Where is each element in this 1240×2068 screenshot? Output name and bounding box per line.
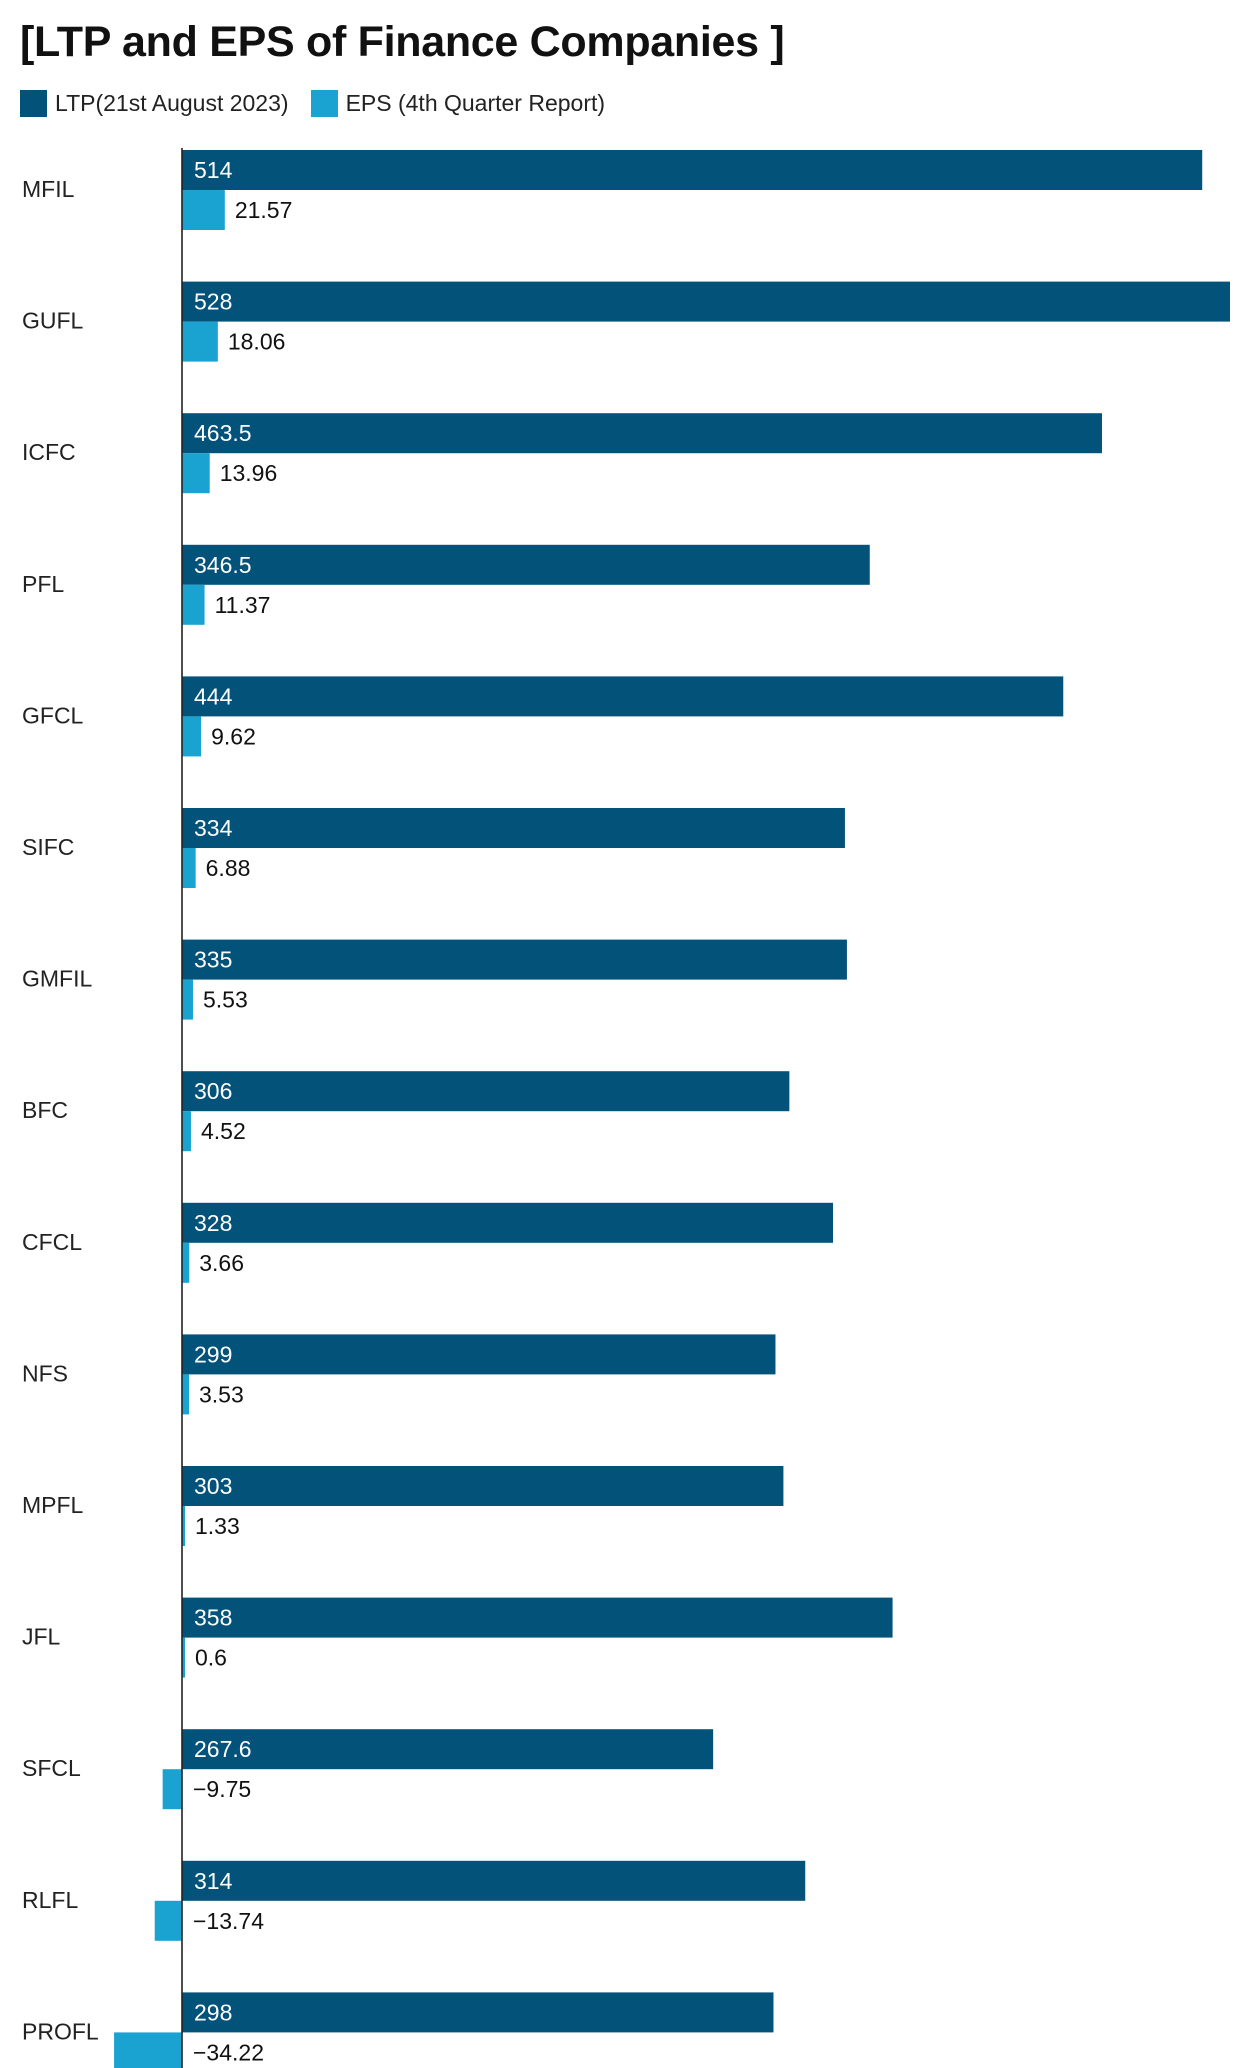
ltp-bar-gfcl <box>182 676 1064 717</box>
eps-value-label-sfcl: −9.75 <box>193 1776 251 1802</box>
ltp-value-label-pfl: 346.5 <box>194 552 252 578</box>
ltp-value-label-cfcl: 328 <box>194 1210 232 1236</box>
ltp-bar-bfc <box>182 1071 790 1112</box>
ltp-value-label-bfc: 306 <box>194 1078 232 1104</box>
eps-bar-gmfil <box>182 979 193 1020</box>
ltp-bar-profl <box>182 1992 774 2033</box>
ltp-bar-icfc <box>182 413 1102 454</box>
category-label-pfl: PFL <box>22 571 64 597</box>
eps-bar-mpfl <box>182 1506 185 1546</box>
ltp-value-label-profl: 298 <box>194 1999 232 2025</box>
eps-value-label-sifc: 6.88 <box>206 855 251 881</box>
category-label-gfcl: GFCL <box>22 702 84 728</box>
ltp-bar-gmfil <box>182 939 847 980</box>
eps-bar-gufl <box>182 321 218 362</box>
eps-value-label-mfil: 21.57 <box>235 197 293 223</box>
ltp-bar-sfcl <box>182 1729 714 1770</box>
eps-bar-sfcl <box>162 1769 182 1810</box>
eps-bar-sifc <box>182 848 196 888</box>
eps-value-label-nfs: 3.53 <box>199 1381 244 1407</box>
eps-bar-icfc <box>182 453 210 494</box>
ltp-bar-nfs <box>182 1334 776 1375</box>
category-label-profl: PROFL <box>22 2018 99 2044</box>
category-label-rlfl: RLFL <box>22 1887 78 1913</box>
category-label-mpfl: MPFL <box>22 1492 84 1518</box>
eps-value-label-icfc: 13.96 <box>220 460 278 486</box>
ltp-value-label-mfil: 514 <box>194 157 233 183</box>
category-label-nfs: NFS <box>22 1360 68 1386</box>
eps-bar-nfs <box>182 1374 190 1415</box>
ltp-value-label-sifc: 334 <box>194 815 233 841</box>
eps-value-label-pfl: 11.37 <box>215 592 271 618</box>
eps-bar-gfcl <box>182 716 202 757</box>
legend-swatch-eps <box>310 90 338 117</box>
ltp-bar-jfl <box>182 1597 893 1638</box>
ltp-value-label-sfcl: 267.6 <box>194 1736 252 1762</box>
ltp-value-label-nfs: 299 <box>194 1341 232 1367</box>
eps-bar-rlfl <box>154 1900 182 1941</box>
eps-value-label-gfcl: 9.62 <box>211 723 256 749</box>
eps-bar-pfl <box>182 584 205 625</box>
eps-bar-cfcl <box>182 1242 190 1283</box>
ltp-value-label-gufl: 528 <box>194 289 232 315</box>
eps-value-label-gmfil: 5.53 <box>203 987 248 1013</box>
eps-bar-profl <box>114 2032 182 2068</box>
category-label-gmfil: GMFIL <box>22 966 92 992</box>
eps-value-label-gufl: 18.06 <box>228 329 286 355</box>
eps-value-label-jfl: 0.6 <box>195 1645 227 1671</box>
ltp-bar-pfl <box>182 544 870 585</box>
ltp-value-label-rlfl: 314 <box>194 1868 233 1894</box>
category-label-sfcl: SFCL <box>22 1755 81 1781</box>
category-label-bfc: BFC <box>22 1097 68 1123</box>
ltp-bar-gufl <box>182 281 1230 322</box>
category-label-icfc: ICFC <box>22 439 76 465</box>
ltp-value-label-gmfil: 335 <box>194 947 232 973</box>
ltp-value-label-gfcl: 444 <box>194 683 233 709</box>
ltp-bar-rlfl <box>182 1860 806 1901</box>
category-label-jfl: JFL <box>22 1624 61 1650</box>
category-label-mfil: MFIL <box>22 176 75 202</box>
eps-bar-jfl <box>182 1637 185 1678</box>
ltp-bar-mpfl <box>182 1466 784 1506</box>
eps-value-label-bfc: 4.52 <box>201 1118 246 1144</box>
eps-value-label-profl: −34.22 <box>193 2039 264 2065</box>
eps-value-label-cfcl: 3.66 <box>199 1250 244 1276</box>
eps-bar-bfc <box>182 1111 191 1152</box>
eps-bar-mfil <box>182 190 225 230</box>
legend-swatch-ltp <box>20 90 47 117</box>
ltp-bar-mfil <box>182 150 1203 190</box>
ltp-value-label-mpfl: 303 <box>194 1473 232 1499</box>
category-label-gufl: GUFL <box>22 308 84 334</box>
eps-value-label-rlfl: −13.74 <box>193 1908 264 1934</box>
ltp-bar-sifc <box>182 808 845 848</box>
category-label-sifc: SIFC <box>22 834 74 860</box>
legend-item-eps: EPS (4th Quarter Report) <box>310 90 606 117</box>
eps-value-label-mpfl: 1.33 <box>195 1513 240 1539</box>
ltp-value-label-icfc: 463.5 <box>194 420 252 446</box>
legend-label-eps: EPS (4th Quarter Report) <box>345 90 606 116</box>
ltp-bar-cfcl <box>182 1202 834 1243</box>
legend-item-ltp: LTP(21st August 2023) <box>20 90 289 117</box>
chart-legend: LTP(21st August 2023) EPS (4th Quarter R… <box>20 90 627 117</box>
legend-label-ltp: LTP(21st August 2023) <box>55 90 289 116</box>
ltp-value-label-jfl: 358 <box>194 1605 232 1631</box>
chart-title: [LTP and EPS of Finance Companies ] <box>20 18 785 66</box>
category-label-cfcl: CFCL <box>22 1229 82 1255</box>
